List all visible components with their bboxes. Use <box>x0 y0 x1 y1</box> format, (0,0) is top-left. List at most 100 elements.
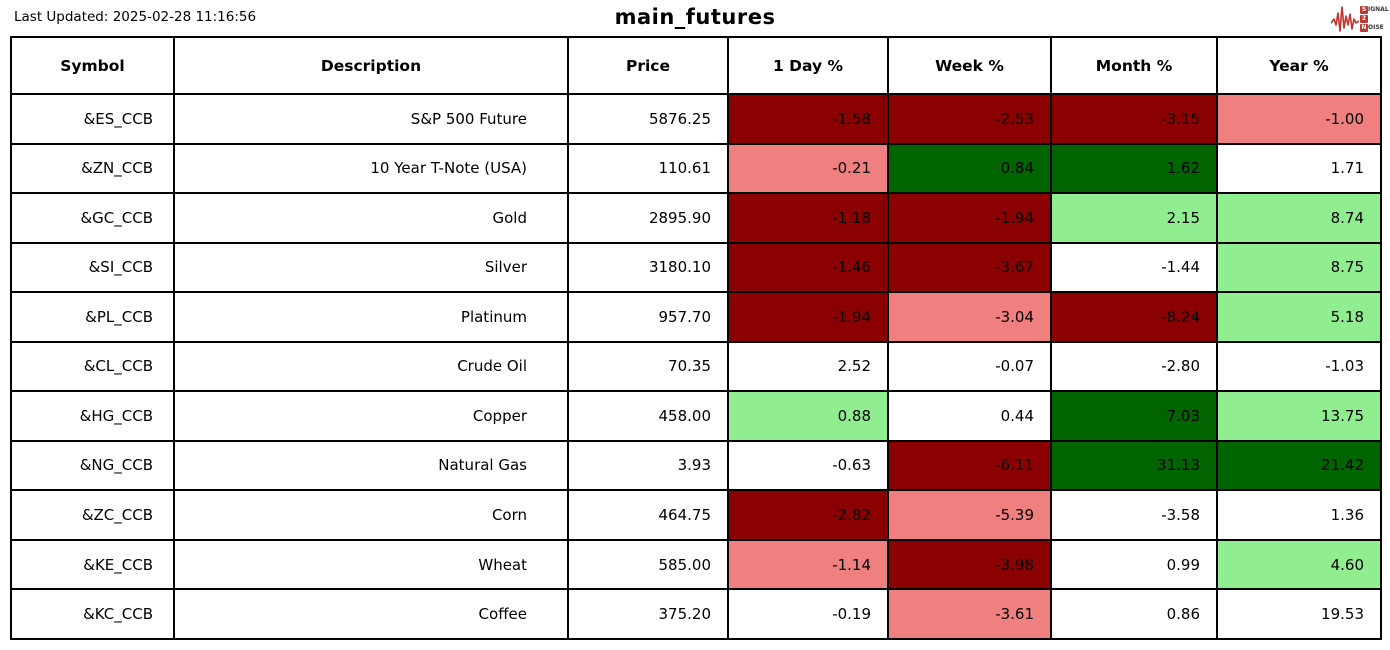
header-row: Symbol Description Price 1 Day % Week % Month… <box>10 36 1382 95</box>
year-pct-cell: 5.18 <box>1216 291 1382 343</box>
logo-badge-n: N <box>1360 23 1368 32</box>
day-pct-cell: 2.52 <box>727 340 889 393</box>
futures-table: Symbol Description Price 1 Day % Week % Month… <box>10 36 1382 640</box>
table-row: &ZC_CCB Corn 464.75 -2.82 -5.39 -3.58 1.36 <box>10 489 1382 541</box>
symbol-cell: &KC_CCB <box>10 588 175 640</box>
month-pct-cell: 31.13 <box>1050 439 1218 492</box>
logo-line-noise: N OISE <box>1360 23 1384 32</box>
day-pct-cell: -1.46 <box>727 241 889 294</box>
week-pct-cell: -0.07 <box>887 340 1052 393</box>
table-row: &NG_CCB Natural Gas 3.93 -0.63 -6.11 31.13 21.… <box>10 439 1382 492</box>
week-pct-cell: -3.98 <box>887 538 1052 591</box>
week-pct-cell: -3.67 <box>887 241 1052 294</box>
column-header: Description <box>173 36 569 95</box>
column-header: Week % <box>887 36 1052 95</box>
description-cell: Copper <box>173 390 569 442</box>
month-pct-cell: -1.44 <box>1050 241 1218 294</box>
month-pct-cell: 2.15 <box>1050 192 1218 244</box>
column-header: Symbol <box>10 36 175 95</box>
description-cell: Platinum <box>173 291 569 343</box>
symbol-cell: &CL_CCB <box>10 340 175 393</box>
logo-line-2: 2 <box>1360 14 1389 23</box>
description-cell: Crude Oil <box>173 340 569 393</box>
description-cell: Silver <box>173 241 569 294</box>
table-body: &ES_CCB S&P 500 Future 5876.25 -1.58 -2.53 -3… <box>10 93 1382 640</box>
description-cell: Wheat <box>173 538 569 591</box>
price-cell: 2895.90 <box>567 192 729 244</box>
day-pct-cell: -1.58 <box>727 93 889 145</box>
year-pct-cell: 13.75 <box>1216 390 1382 442</box>
column-header: Year % <box>1216 36 1382 95</box>
price-cell: 464.75 <box>567 489 729 541</box>
symbol-cell: &ES_CCB <box>10 93 175 145</box>
signal2noise-logo: S IGNAL 2 N OISE <box>1331 2 1389 35</box>
day-pct-cell: -1.94 <box>727 291 889 343</box>
week-pct-cell: 0.44 <box>887 390 1052 442</box>
month-pct-cell: -3.58 <box>1050 489 1218 541</box>
day-pct-cell: -1.14 <box>727 538 889 591</box>
logo-badge-s: S <box>1360 5 1368 14</box>
day-pct-cell: -1.18 <box>727 192 889 244</box>
top-bar: Last Updated: 2025-02-28 11:16:56 main_f… <box>0 0 1390 36</box>
last-updated-text: Last Updated: 2025-02-28 11:16:56 <box>14 9 257 25</box>
week-pct-cell: -6.11 <box>887 439 1052 492</box>
week-pct-cell: -1.94 <box>887 192 1052 244</box>
column-header: Month % <box>1050 36 1218 95</box>
symbol-cell: &HG_CCB <box>10 390 175 442</box>
week-pct-cell: 0.84 <box>887 142 1052 195</box>
table-row: &PL_CCB Platinum 957.70 -1.94 -3.04 -8.24 5.18 <box>10 291 1382 343</box>
week-pct-cell: -2.53 <box>887 93 1052 145</box>
week-pct-cell: -3.61 <box>887 588 1052 640</box>
week-pct-cell: -5.39 <box>887 489 1052 541</box>
logo-badge-2: 2 <box>1360 14 1368 23</box>
column-header: Price <box>567 36 729 95</box>
year-pct-cell: -1.00 <box>1216 93 1382 145</box>
day-pct-cell: -0.21 <box>727 142 889 195</box>
month-pct-cell: 0.99 <box>1050 538 1218 591</box>
column-header: 1 Day % <box>727 36 889 95</box>
price-cell: 957.70 <box>567 291 729 343</box>
week-pct-cell: -3.04 <box>887 291 1052 343</box>
price-cell: 110.61 <box>567 142 729 195</box>
table-row: &KC_CCB Coffee 375.20 -0.19 -3.61 0.86 19.53 <box>10 588 1382 640</box>
month-pct-cell: -3.15 <box>1050 93 1218 145</box>
symbol-cell: &ZN_CCB <box>10 142 175 195</box>
description-cell: Coffee <box>173 588 569 640</box>
symbol-cell: &ZC_CCB <box>10 489 175 541</box>
table-row: &GC_CCB Gold 2895.90 -1.18 -1.94 2.15 8.74 <box>10 192 1382 244</box>
price-cell: 585.00 <box>567 538 729 591</box>
price-cell: 375.20 <box>567 588 729 640</box>
symbol-cell: &PL_CCB <box>10 291 175 343</box>
ecg-waveform-icon <box>1331 5 1359 32</box>
description-cell: Natural Gas <box>173 439 569 492</box>
price-cell: 458.00 <box>567 390 729 442</box>
month-pct-cell: 1.62 <box>1050 142 1218 195</box>
table-row: &SI_CCB Silver 3180.10 -1.46 -3.67 -1.44 8.75 <box>10 241 1382 294</box>
day-pct-cell: 0.88 <box>727 390 889 442</box>
year-pct-cell: 8.74 <box>1216 192 1382 244</box>
description-cell: Corn <box>173 489 569 541</box>
table-row: &ES_CCB S&P 500 Future 5876.25 -1.58 -2.53 -3… <box>10 93 1382 145</box>
day-pct-cell: -2.82 <box>727 489 889 541</box>
month-pct-cell: 0.86 <box>1050 588 1218 640</box>
symbol-cell: &KE_CCB <box>10 538 175 591</box>
table-row: &KE_CCB Wheat 585.00 -1.14 -3.98 0.99 4.60 <box>10 538 1382 591</box>
month-pct-cell: -8.24 <box>1050 291 1218 343</box>
month-pct-cell: -2.80 <box>1050 340 1218 393</box>
description-cell: Gold <box>173 192 569 244</box>
table-row: &ZN_CCB 10 Year T-Note (USA) 110.61 -0.21 0.… <box>10 142 1382 195</box>
day-pct-cell: -0.19 <box>727 588 889 640</box>
symbol-cell: &SI_CCB <box>10 241 175 294</box>
price-cell: 3.93 <box>567 439 729 492</box>
logo-line-signal: S IGNAL <box>1360 5 1389 14</box>
year-pct-cell: 1.36 <box>1216 489 1382 541</box>
year-pct-cell: 4.60 <box>1216 538 1382 591</box>
year-pct-cell: 8.75 <box>1216 241 1382 294</box>
year-pct-cell: 19.53 <box>1216 588 1382 640</box>
page-title: main_futures <box>614 5 776 29</box>
month-pct-cell: 7.03 <box>1050 390 1218 442</box>
description-cell: S&P 500 Future <box>173 93 569 145</box>
day-pct-cell: -0.63 <box>727 439 889 492</box>
symbol-cell: &NG_CCB <box>10 439 175 492</box>
logo-text: S IGNAL 2 N OISE <box>1360 5 1389 32</box>
